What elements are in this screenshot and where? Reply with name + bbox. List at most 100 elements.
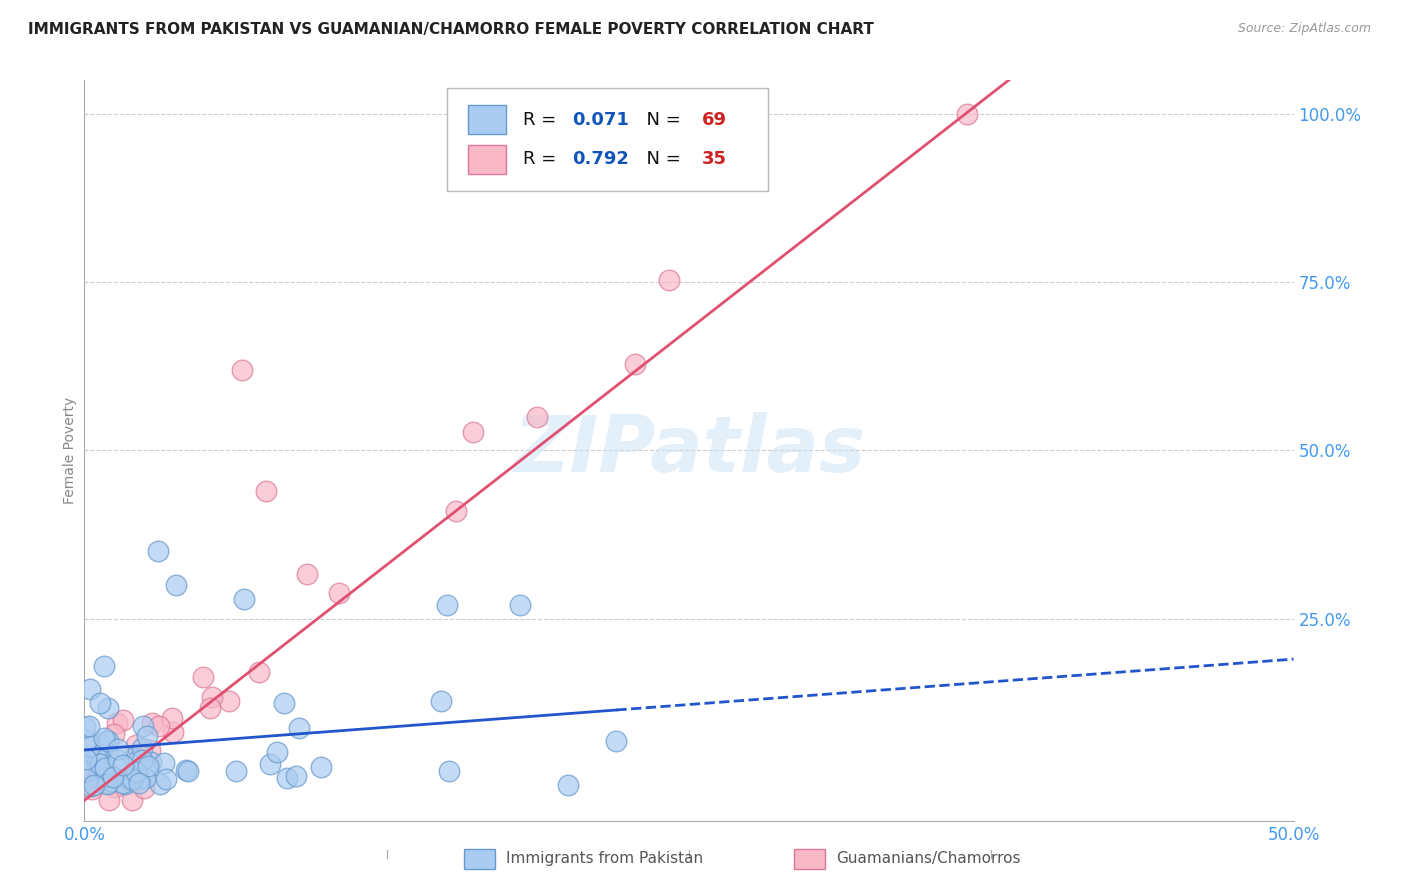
Point: [114, 777, 136, 791]
Point: [131, 741, 153, 756]
Point: [266, 745, 288, 759]
Point: [148, 544, 170, 558]
Point: [89, 754, 111, 768]
Point: [276, 771, 298, 785]
Point: [658, 273, 681, 287]
Point: [624, 358, 647, 372]
Point: [112, 758, 135, 772]
Point: [122, 751, 145, 765]
Point: [141, 715, 163, 730]
Text: R =: R =: [523, 111, 562, 128]
Point: [134, 771, 156, 785]
Point: [218, 694, 240, 708]
Point: [138, 743, 160, 757]
Point: [96, 701, 118, 715]
Point: [96, 777, 118, 791]
Point: [259, 756, 281, 771]
Point: [89, 756, 111, 771]
Point: [75, 752, 97, 766]
Point: [93, 761, 115, 775]
Point: [191, 670, 214, 684]
Point: [509, 599, 531, 613]
Point: [287, 721, 309, 735]
Point: [135, 730, 157, 744]
Point: [247, 665, 270, 679]
FancyBboxPatch shape: [447, 87, 768, 191]
Point: [76, 732, 98, 747]
Point: [328, 586, 350, 600]
Point: [87, 750, 110, 764]
Point: [97, 766, 120, 780]
Point: [120, 772, 142, 787]
Point: [125, 765, 148, 780]
Point: [79, 767, 101, 781]
Point: [127, 753, 149, 767]
Text: N =: N =: [634, 151, 686, 169]
Point: [83, 778, 105, 792]
Point: [284, 769, 307, 783]
Point: [94, 734, 117, 748]
Point: [105, 715, 128, 730]
Point: [132, 719, 155, 733]
Point: [100, 774, 122, 789]
Point: [295, 567, 318, 582]
Point: [605, 734, 627, 748]
Point: [80, 779, 103, 793]
Point: [89, 696, 111, 710]
Point: [254, 483, 277, 498]
Point: [83, 777, 105, 791]
Point: [97, 793, 120, 807]
Point: [125, 738, 148, 752]
Text: N =: N =: [634, 111, 686, 128]
Point: [80, 781, 103, 796]
Point: [165, 578, 187, 592]
Point: [149, 777, 172, 791]
Text: R =: R =: [523, 151, 562, 169]
Point: [225, 764, 247, 779]
Point: [174, 764, 197, 778]
Point: [79, 739, 101, 753]
Y-axis label: Female Poverty: Female Poverty: [63, 397, 77, 504]
Point: [155, 772, 177, 787]
Text: ZIPatlas: ZIPatlas: [513, 412, 865, 489]
Point: [86, 756, 108, 770]
FancyBboxPatch shape: [468, 145, 506, 174]
Text: 69: 69: [702, 111, 727, 128]
Point: [131, 753, 153, 767]
Point: [79, 719, 101, 733]
Point: [96, 747, 118, 761]
Point: [233, 591, 256, 606]
Point: [93, 659, 115, 673]
Point: [526, 409, 548, 424]
Point: [111, 713, 134, 727]
Point: [121, 772, 143, 786]
Point: [107, 742, 129, 756]
Point: [430, 694, 453, 708]
Point: [162, 724, 184, 739]
Point: [134, 780, 156, 795]
Point: [96, 770, 118, 784]
Point: [112, 776, 135, 790]
Point: [107, 753, 129, 767]
Point: [87, 765, 110, 780]
Point: [104, 780, 127, 794]
Point: [231, 362, 253, 376]
Point: [463, 425, 485, 439]
Point: [176, 764, 198, 778]
Text: 0.792: 0.792: [572, 151, 628, 169]
Point: [162, 711, 184, 725]
Text: Guamanians/Chamorros: Guamanians/Chamorros: [837, 852, 1021, 866]
Text: Immigrants from Pakistan: Immigrants from Pakistan: [506, 852, 703, 866]
Point: [141, 755, 163, 769]
Point: [557, 778, 579, 792]
Point: [75, 764, 97, 779]
Point: [97, 734, 120, 748]
Text: Source: ZipAtlas.com: Source: ZipAtlas.com: [1237, 22, 1371, 36]
Point: [273, 696, 295, 710]
Point: [198, 701, 221, 715]
Point: [446, 504, 468, 518]
Point: [79, 771, 101, 785]
Point: [93, 731, 115, 746]
Text: IMMIGRANTS FROM PAKISTAN VS GUAMANIAN/CHAMORRO FEMALE POVERTY CORRELATION CHART: IMMIGRANTS FROM PAKISTAN VS GUAMANIAN/CH…: [28, 22, 875, 37]
Point: [82, 774, 104, 789]
